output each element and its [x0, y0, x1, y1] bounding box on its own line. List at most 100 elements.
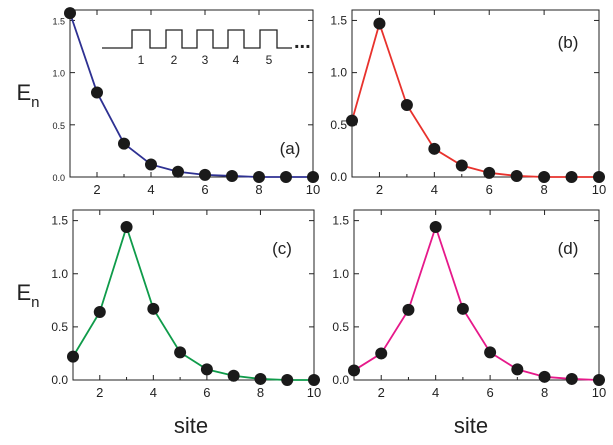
x-axis-label-right: site — [454, 413, 488, 438]
inset-label-5: 5 — [266, 53, 273, 67]
data-point — [348, 364, 360, 377]
data-point — [254, 372, 267, 385]
x-tick-label: 6 — [486, 182, 493, 197]
series-line — [351, 20, 599, 178]
data-point — [402, 303, 415, 316]
data-point — [199, 168, 211, 181]
panels-layer: 2 4 6 8 10 0.0 0.5 1.0 1.5 (a) 2 4 6 8 10 0.0 0.5 1.0 1.5 (… — [51, 7, 606, 400]
panel-2: 2 4 6 8 10 0.0 0.5 1.0 1.5 (b) — [330, 9, 606, 197]
data-point — [593, 374, 605, 386]
data-point — [91, 86, 103, 99]
x-tick-label: 2 — [93, 182, 100, 197]
panel-label: (a) — [280, 139, 301, 158]
data-point — [346, 114, 358, 127]
data-point — [64, 7, 76, 20]
series-line — [353, 224, 600, 381]
y-tick-label: 1.0 — [52, 69, 65, 79]
data-point — [373, 17, 386, 30]
data-point — [593, 171, 605, 183]
y-tick-label: 1.5 — [332, 214, 349, 228]
data-point — [118, 137, 130, 150]
y-axis-label-top: En — [16, 80, 39, 111]
y-axis-label-bottom: En — [16, 280, 39, 311]
panel-label: (d) — [558, 239, 579, 258]
data-point — [455, 159, 468, 172]
x-tick-label: 10 — [307, 385, 321, 400]
x-tick-label: 4 — [431, 182, 438, 197]
inset-label-1: 1 — [138, 53, 145, 67]
panel-frame — [72, 209, 315, 381]
data-point — [227, 369, 240, 382]
x-tick-label: 8 — [257, 385, 264, 400]
data-point — [538, 370, 551, 383]
y-tick-label: 0.0 — [330, 170, 347, 184]
inset-label-2: 2 — [171, 53, 178, 67]
panel-4: 2 4 6 8 10 0.0 0.5 1.0 1.5 (d) — [332, 209, 606, 400]
x-tick-label: 6 — [486, 385, 493, 400]
data-point — [400, 98, 413, 111]
y-tick-label: 1.0 — [330, 66, 347, 80]
data-point — [281, 374, 294, 386]
data-point — [67, 350, 79, 363]
x-tick-label: 10 — [592, 182, 606, 197]
x-tick-label: 4 — [147, 182, 154, 197]
inset-ellipsis: ... — [294, 31, 311, 53]
panel-frame — [353, 209, 600, 381]
data-point — [483, 166, 496, 179]
inset-schematic: ... 1 2 3 4 5 — [102, 29, 311, 67]
panel-frame — [69, 9, 314, 178]
data-point — [511, 363, 524, 376]
x-axis-label-left: site — [174, 413, 208, 438]
x-tick-label: 6 — [203, 385, 210, 400]
data-point — [565, 372, 578, 385]
data-point — [428, 142, 441, 155]
panel-label: (c) — [272, 239, 292, 258]
data-point — [565, 171, 578, 183]
data-point — [174, 346, 187, 359]
y-tick-label: 0.5 — [332, 320, 349, 334]
data-point — [172, 165, 184, 178]
series-line — [69, 12, 313, 178]
data-point — [375, 347, 388, 360]
data-point — [484, 346, 497, 359]
x-tick-label: 2 — [378, 385, 385, 400]
panel-label: (b) — [558, 33, 579, 52]
data-point — [280, 171, 292, 183]
x-tick-label: 8 — [255, 182, 262, 197]
y-tick-label: 1.0 — [51, 267, 68, 281]
x-tick-label: 2 — [376, 182, 383, 197]
y-tick-label: 0.5 — [330, 118, 347, 132]
panel-frame — [351, 9, 600, 178]
y-tick-label: 1.5 — [52, 16, 65, 26]
y-tick-label: 0.0 — [52, 173, 65, 183]
data-point — [226, 169, 238, 182]
data-point — [510, 169, 523, 182]
y-tick-label: 0.0 — [332, 373, 349, 387]
data-point — [429, 221, 442, 233]
x-tick-label: 6 — [201, 182, 208, 197]
y-tick-label: 0.5 — [51, 320, 68, 334]
y-tick-label: 1.5 — [330, 13, 347, 27]
data-point — [200, 363, 213, 376]
data-point — [93, 306, 106, 318]
data-point — [253, 171, 265, 183]
panel-1: 2 4 6 8 10 0.0 0.5 1.0 1.5 (a) — [52, 7, 320, 197]
data-point — [145, 158, 157, 171]
data-point — [538, 171, 551, 183]
inset-label-3: 3 — [202, 53, 209, 67]
data-point — [307, 171, 319, 183]
panel-3: 2 4 6 8 10 0.0 0.5 1.0 1.5 (c) — [51, 209, 321, 400]
data-point — [308, 374, 320, 386]
y-tick-label: 1.5 — [51, 214, 68, 228]
y-tick-label: 1.0 — [332, 267, 349, 281]
y-tick-label: 0.0 — [51, 373, 68, 387]
inset-square-wave — [102, 29, 292, 49]
x-tick-label: 8 — [540, 182, 547, 197]
data-point — [120, 221, 133, 233]
data-point — [456, 302, 469, 315]
series-line — [72, 224, 314, 381]
y-tick-label: 0.5 — [52, 121, 65, 131]
data-point — [147, 302, 160, 315]
